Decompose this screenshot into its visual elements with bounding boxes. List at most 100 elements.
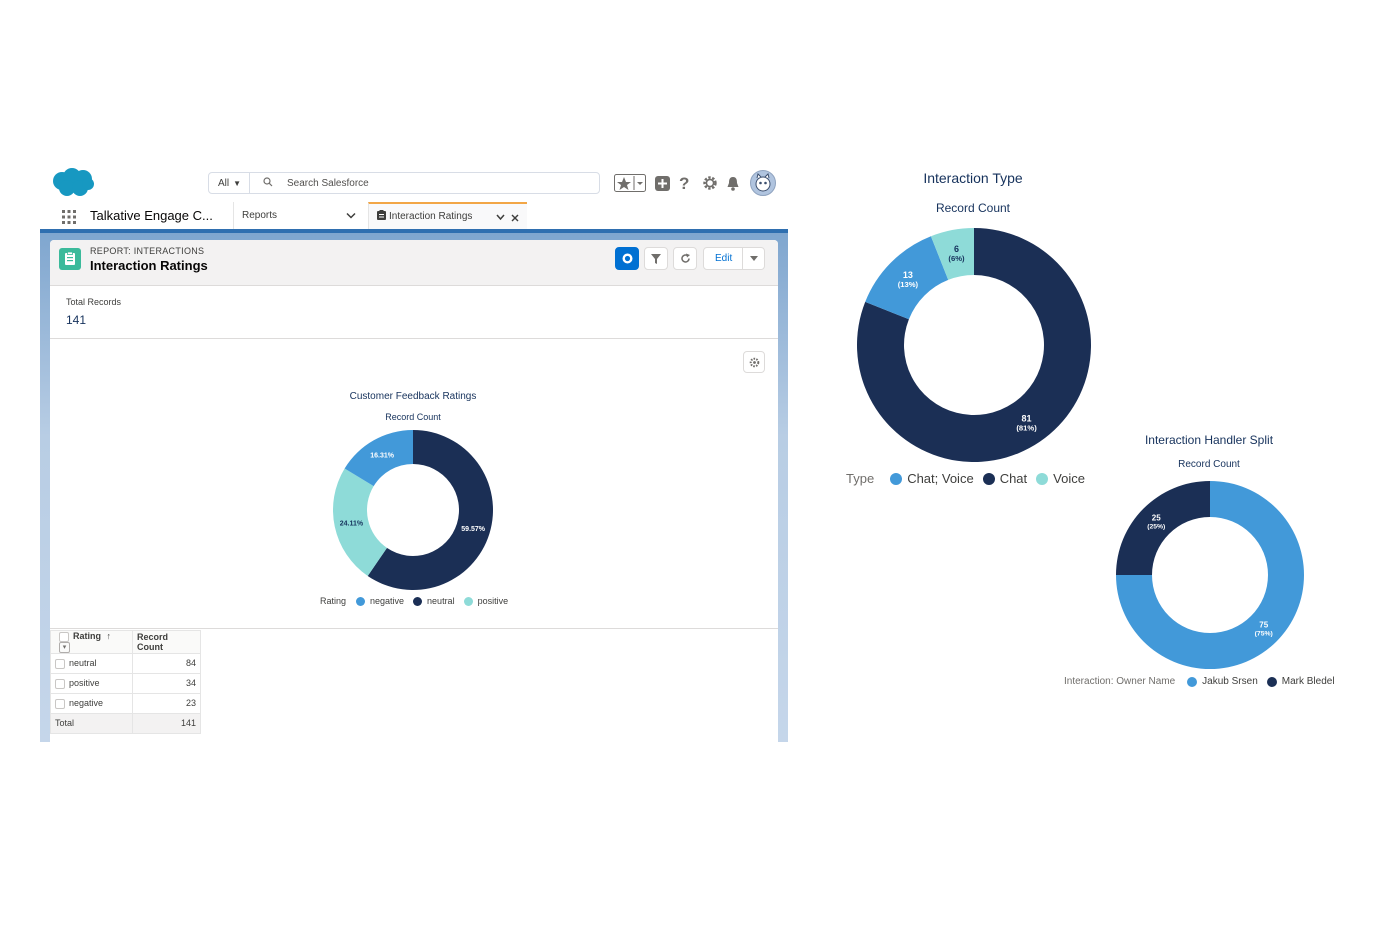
app-name: Talkative Engage C...	[90, 208, 213, 223]
notifications-bell-icon[interactable]	[726, 176, 740, 191]
legend-label: Chat; Voice	[907, 471, 974, 486]
filter-button[interactable]	[644, 247, 668, 270]
total-records-value: 141	[66, 313, 87, 327]
app-nav-bar: Talkative Engage C... Reports Interactio…	[40, 202, 788, 230]
column-header-record-count[interactable]: Record Count	[132, 630, 201, 654]
global-header: All ▼ Search Salesforce ?	[40, 160, 788, 202]
tab-interaction-ratings-label: Interaction Ratings	[389, 211, 473, 222]
select-all-checkbox[interactable]	[59, 631, 69, 642]
legend-label: negative	[370, 596, 405, 606]
sort-ascending-icon[interactable]: ↑	[106, 631, 112, 641]
svg-text:?: ?	[679, 175, 689, 192]
row-checkbox[interactable]	[55, 658, 65, 669]
handler-legend: Interaction: Owner Name Jakub Srsen Mark…	[1064, 676, 1344, 687]
global-actions-plus-icon[interactable]	[655, 176, 670, 191]
legend-item-voice[interactable]: Voice	[1036, 471, 1085, 486]
row-value: 34	[132, 672, 201, 694]
type-slice-chat-voice[interactable]	[865, 236, 949, 320]
table-row: negative 23	[50, 692, 201, 714]
type-legend: Type Chat; Voice Chat Voice	[846, 471, 1094, 486]
feedback-legend-title: Rating	[320, 596, 347, 606]
legend-label: Chat	[999, 471, 1028, 486]
table-total-row: Total 141	[50, 712, 201, 734]
handler-chart-subtitle: Record Count	[1178, 459, 1240, 470]
legend-item-chat-voice[interactable]: Chat; Voice	[890, 471, 974, 486]
search-icon	[263, 177, 273, 187]
legend-item-jakub-srsen[interactable]: Jakub Srsen	[1187, 676, 1258, 687]
type-slice-voice[interactable]	[930, 228, 974, 280]
chevron-down-icon[interactable]	[496, 214, 505, 221]
report-clipboard-icon	[65, 251, 75, 265]
legend-item-neutral[interactable]: neutral	[413, 596, 455, 606]
feedback-slice-positive[interactable]	[333, 468, 387, 576]
edit-button[interactable]: Edit	[715, 253, 733, 264]
legend-dot	[890, 472, 903, 485]
report-card: REPORT: INTERACTIONS Interaction Ratings	[50, 240, 778, 742]
report-header: REPORT: INTERACTIONS Interaction Ratings	[50, 240, 778, 286]
type-slice-chat[interactable]	[856, 228, 1091, 462]
donut-chart-icon	[622, 253, 632, 264]
legend-item-positive[interactable]: positive	[463, 596, 508, 606]
feedback-slice-neutral[interactable]	[367, 430, 494, 590]
legend-item-mark-bledel[interactable]: Mark Bledel	[1266, 676, 1335, 687]
row-value: 23	[132, 692, 201, 714]
setup-gear-icon[interactable]	[702, 175, 718, 191]
tab-interaction-ratings[interactable]: Interaction Ratings	[368, 202, 527, 230]
row-checkbox[interactable]	[55, 678, 65, 689]
handler-data-sublabel: (25%)	[1147, 523, 1165, 530]
chevron-down-icon[interactable]	[346, 212, 356, 220]
legend-dot	[1187, 676, 1198, 687]
user-avatar[interactable]	[750, 170, 776, 196]
legend-item-chat[interactable]: Chat	[982, 471, 1028, 486]
legend-label: Jakub Srsen	[1202, 676, 1258, 687]
search-scope-label: All	[218, 178, 230, 189]
row-label: neutral	[69, 657, 97, 668]
handler-slice-mark-bledel[interactable]	[1116, 481, 1210, 575]
report-type-label: REPORT: INTERACTIONS	[90, 246, 205, 256]
report-summary: Total Records 141	[50, 287, 778, 339]
report-clipboard-icon	[377, 210, 386, 220]
edit-button-group: Edit	[703, 247, 765, 270]
feedback-chart-title: Customer Feedback Ratings	[349, 391, 477, 402]
report-table: Rating ↑ ▾ Record Count neutral 84 posit…	[50, 630, 201, 734]
handler-chart-title: Interaction Handler Split	[1144, 433, 1274, 447]
column-menu-chevron-icon[interactable]: ▾	[59, 641, 70, 653]
type-legend-title: Type	[846, 471, 875, 486]
report-table-region	[50, 628, 778, 742]
row-checkbox[interactable]	[55, 698, 65, 709]
handler-legend-title: Interaction: Owner Name	[1064, 676, 1176, 687]
close-tab-icon[interactable]	[511, 214, 519, 222]
filter-funnel-icon	[651, 254, 661, 264]
chart-toggle-button[interactable]	[615, 247, 639, 270]
row-value: 84	[132, 652, 201, 674]
column-header-label: Rating	[73, 631, 101, 641]
legend-item-negative[interactable]: negative	[356, 596, 404, 606]
row-label: negative	[69, 697, 104, 708]
tab-reports-label: Reports	[242, 210, 278, 221]
column-header-rating[interactable]: Rating ↑ ▾	[50, 630, 133, 654]
feedback-slice-negative[interactable]	[344, 430, 413, 487]
legend-dot	[1036, 472, 1049, 485]
help-question-icon[interactable]: ?	[678, 175, 690, 192]
gear-icon	[749, 357, 760, 368]
refresh-icon	[680, 253, 690, 263]
type-data-sublabel: (81%)	[1016, 423, 1037, 432]
legend-dot	[413, 596, 423, 606]
table-row: neutral 84	[50, 652, 201, 674]
chevron-down-icon: ▼	[233, 179, 242, 188]
chart-settings-button[interactable]	[743, 351, 765, 373]
refresh-button[interactable]	[673, 247, 697, 270]
global-search-input[interactable]: Search Salesforce	[249, 172, 600, 194]
favorites-star-icon[interactable]	[614, 174, 646, 192]
tab-reports[interactable]: Reports	[233, 202, 369, 230]
handler-data-sublabel: (75%)	[1255, 631, 1273, 638]
handler-data-label: 25	[1152, 513, 1161, 522]
handler-slice-jakub-srsen[interactable]	[1116, 481, 1304, 669]
report-icon	[59, 248, 81, 270]
search-scope-select[interactable]: All ▼	[208, 172, 250, 194]
chevron-down-icon[interactable]	[750, 256, 758, 262]
app-launcher-icon[interactable]	[62, 210, 76, 224]
feedback-donut-chart: 59.57% 24.11% 16.31%	[333, 430, 494, 590]
total-records-label: Total Records	[66, 297, 122, 307]
salesforce-logo[interactable]	[50, 166, 96, 198]
